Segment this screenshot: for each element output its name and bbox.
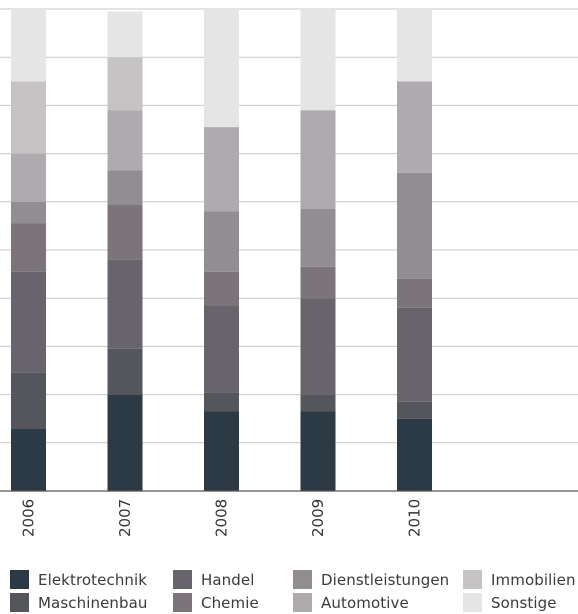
bar-segment-sonstige-2009 bbox=[300, 9, 336, 111]
bar-segment-automotive-2010 bbox=[397, 81, 432, 173]
x-tick-label-2007: 2007 bbox=[116, 499, 134, 537]
legend-label: Sonstige bbox=[491, 593, 557, 612]
bar-segment-elektrotechnik-2009 bbox=[300, 411, 336, 491]
legend-swatch bbox=[173, 593, 192, 612]
legend-swatch bbox=[10, 593, 29, 612]
bar-segment-dienstleistungen-2006 bbox=[11, 201, 46, 224]
bar-segment-maschinenbau-2006 bbox=[11, 372, 46, 429]
bar-segment-immobilien-2007 bbox=[107, 57, 143, 111]
x-tick-label-2009: 2009 bbox=[309, 499, 327, 537]
bar-segment-elektrotechnik-2010 bbox=[397, 418, 432, 491]
bar-segment-sonstige-2008 bbox=[204, 9, 239, 128]
legend-item-dienstleistungen: Dienstleistungen bbox=[293, 570, 463, 589]
legend-label: Chemie bbox=[201, 593, 259, 612]
bar-segment-elektrotechnik-2006 bbox=[11, 428, 46, 491]
bars-group bbox=[11, 9, 432, 491]
legend-swatch bbox=[463, 593, 482, 612]
bar-segment-dienstleistungen-2007 bbox=[107, 170, 143, 205]
bar-segment-automotive-2008 bbox=[204, 127, 239, 212]
bar-segment-immobilien-2006 bbox=[11, 81, 46, 154]
legend-item-automotive: Automotive bbox=[293, 593, 463, 612]
bar-segment-automotive-2006 bbox=[11, 153, 46, 202]
bar-segment-sonstige-2010 bbox=[397, 9, 432, 82]
bar-segment-sonstige-2006 bbox=[11, 9, 46, 82]
legend-swatch bbox=[293, 593, 312, 612]
x-tick-labels: 2006 2007 2008 2009 2010 bbox=[20, 499, 424, 537]
legend-swatch bbox=[10, 570, 29, 589]
bar-segment-handel-2006 bbox=[11, 271, 46, 373]
legend-swatch bbox=[293, 570, 312, 589]
bar-segment-handel-2008 bbox=[204, 305, 239, 393]
bar-segment-chemie-2006 bbox=[11, 223, 46, 272]
bar-segment-chemie-2009 bbox=[300, 266, 336, 299]
bar-segment-maschinenbau-2010 bbox=[397, 401, 432, 419]
stacked-bar-chart: 2006 2007 2008 2009 2010 bbox=[0, 8, 578, 537]
legend-item-immobilien: Immobilien bbox=[463, 570, 578, 589]
legend-label: Elektrotechnik bbox=[38, 570, 148, 589]
x-tick-label-2006: 2006 bbox=[20, 499, 38, 537]
bar-segment-chemie-2010 bbox=[397, 278, 432, 308]
bar-segment-maschinenbau-2008 bbox=[204, 392, 239, 412]
bar-segment-automotive-2007 bbox=[107, 110, 143, 171]
legend-label: Handel bbox=[201, 570, 255, 589]
legend-item-chemie: Chemie bbox=[173, 593, 293, 612]
bar-segment-elektrotechnik-2008 bbox=[204, 411, 239, 491]
x-tick-label-2010: 2010 bbox=[406, 499, 424, 537]
gridlines bbox=[0, 8, 578, 444]
legend-swatch bbox=[173, 570, 192, 589]
bar-segment-automotive-2009 bbox=[300, 110, 336, 210]
bar-segment-maschinenbau-2007 bbox=[107, 348, 143, 395]
bar-segment-dienstleistungen-2009 bbox=[300, 209, 336, 267]
legend-swatch bbox=[463, 570, 482, 589]
bar-segment-chemie-2008 bbox=[204, 271, 239, 306]
legend-label: Automotive bbox=[321, 593, 409, 612]
bar-segment-maschinenbau-2009 bbox=[300, 394, 336, 412]
bar-segment-elektrotechnik-2007 bbox=[107, 394, 143, 491]
bar-segment-handel-2010 bbox=[397, 307, 432, 402]
bar-segment-sonstige-2007 bbox=[107, 11, 143, 58]
x-tick-label-2008: 2008 bbox=[213, 499, 231, 537]
legend-label: Maschinenbau bbox=[38, 593, 148, 612]
legend: Elektrotechnik Handel Dienstleistungen Immo… bbox=[10, 568, 578, 614]
legend-item-sonstige: Sonstige bbox=[463, 593, 578, 612]
bar-segment-dienstleistungen-2010 bbox=[397, 172, 432, 279]
legend-item-elektrotechnik: Elektrotechnik bbox=[10, 570, 173, 589]
legend-label: Dienstleistungen bbox=[321, 570, 450, 589]
bar-segment-handel-2009 bbox=[300, 298, 336, 395]
legend-item-maschinenbau: Maschinenbau bbox=[10, 593, 173, 612]
legend-label: Immobilien bbox=[491, 570, 576, 589]
bar-segment-chemie-2007 bbox=[107, 204, 143, 260]
bar-segment-handel-2007 bbox=[107, 259, 143, 349]
bar-segment-dienstleistungen-2008 bbox=[204, 211, 239, 272]
legend-item-handel: Handel bbox=[173, 570, 293, 589]
